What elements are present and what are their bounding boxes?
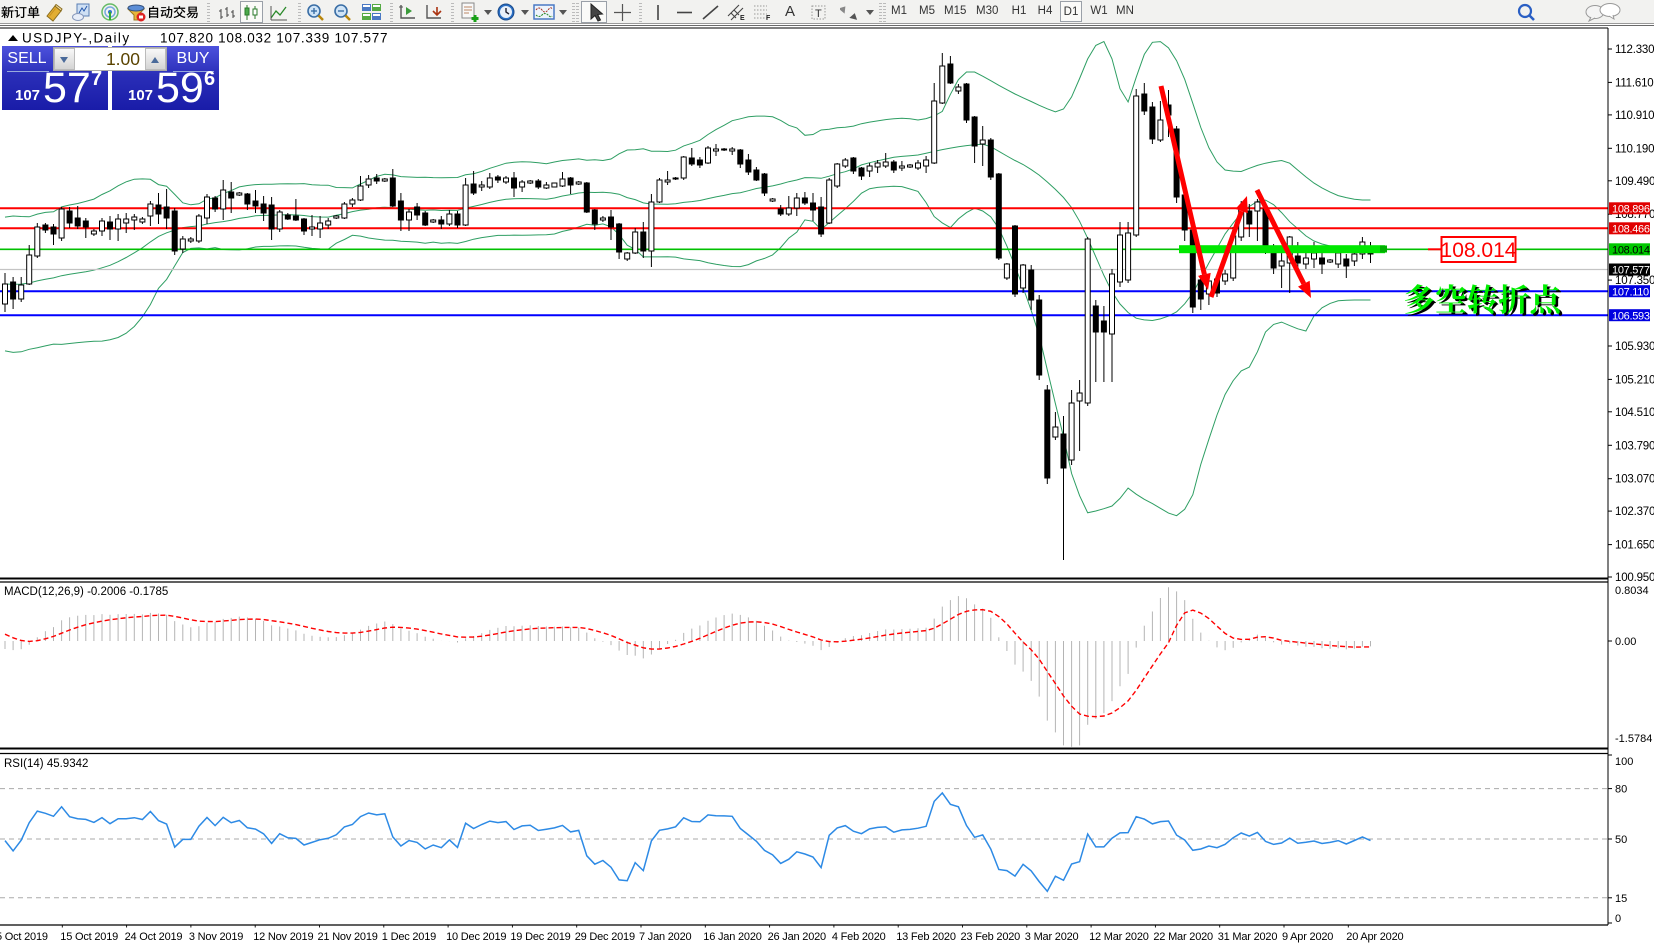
svg-text:12 Nov 2019: 12 Nov 2019 bbox=[253, 931, 313, 943]
svg-text:T: T bbox=[815, 8, 822, 20]
svg-text:26 Jan 2020: 26 Jan 2020 bbox=[768, 931, 826, 943]
svg-text:7 Jan 2020: 7 Jan 2020 bbox=[639, 931, 692, 943]
svg-text:E: E bbox=[740, 15, 745, 21]
svg-text:0: 0 bbox=[1615, 913, 1621, 925]
svg-text:110.910: 110.910 bbox=[1615, 110, 1654, 122]
svg-text:108.014: 108.014 bbox=[1612, 245, 1650, 257]
svg-text:23 Feb 2020: 23 Feb 2020 bbox=[961, 931, 1021, 943]
svg-text:106.593: 106.593 bbox=[1612, 310, 1650, 322]
svg-text:108.896: 108.896 bbox=[1612, 204, 1650, 216]
svg-text:108.014: 108.014 bbox=[1441, 239, 1517, 262]
svg-text:105.930: 105.930 bbox=[1615, 341, 1654, 353]
svg-text:12 Mar 2020: 12 Mar 2020 bbox=[1089, 931, 1149, 943]
svg-text:107.350: 107.350 bbox=[1615, 275, 1654, 287]
svg-text:3 Nov 2019: 3 Nov 2019 bbox=[189, 931, 243, 943]
svg-text:29 Dec 2019: 29 Dec 2019 bbox=[575, 931, 635, 943]
svg-text:MACD(12,26,9) -0.2006 -0.1785: MACD(12,26,9) -0.2006 -0.1785 bbox=[4, 586, 168, 598]
svg-text:0.8034: 0.8034 bbox=[1615, 585, 1649, 597]
svg-text:15 Oct 2019: 15 Oct 2019 bbox=[60, 931, 118, 943]
svg-text:107.820 108.032 107.339 107.57: 107.820 108.032 107.339 107.577 bbox=[160, 31, 388, 46]
svg-text:24 Oct 2019: 24 Oct 2019 bbox=[125, 931, 183, 943]
svg-text:112.330: 112.330 bbox=[1615, 44, 1654, 56]
svg-text:101.650: 101.650 bbox=[1615, 540, 1654, 552]
svg-text:107.577: 107.577 bbox=[1612, 265, 1650, 277]
svg-text:19 Dec 2019: 19 Dec 2019 bbox=[510, 931, 570, 943]
svg-text:F: F bbox=[766, 15, 771, 21]
svg-text:100.950: 100.950 bbox=[1615, 572, 1654, 584]
svg-text:100: 100 bbox=[1615, 756, 1633, 768]
svg-text:0.00: 0.00 bbox=[1615, 636, 1636, 648]
svg-text:10 Dec 2019: 10 Dec 2019 bbox=[446, 931, 506, 943]
svg-text:103.790: 103.790 bbox=[1615, 440, 1654, 452]
svg-text:22 Mar 2020: 22 Mar 2020 bbox=[1153, 931, 1213, 943]
svg-text:110.190: 110.190 bbox=[1615, 143, 1654, 155]
svg-text:13 Feb 2020: 13 Feb 2020 bbox=[896, 931, 956, 943]
svg-text:104.510: 104.510 bbox=[1615, 407, 1654, 419]
svg-text:31 Mar 2020: 31 Mar 2020 bbox=[1218, 931, 1278, 943]
svg-text:105.210: 105.210 bbox=[1615, 374, 1654, 386]
svg-text:50: 50 bbox=[1615, 834, 1627, 846]
svg-text:20 Apr 2020: 20 Apr 2020 bbox=[1346, 931, 1403, 943]
svg-text:-1.5784: -1.5784 bbox=[1615, 733, 1652, 745]
svg-text:9 Apr 2020: 9 Apr 2020 bbox=[1282, 931, 1333, 943]
svg-text:109.490: 109.490 bbox=[1615, 176, 1654, 188]
svg-text:21 Nov 2019: 21 Nov 2019 bbox=[318, 931, 378, 943]
svg-text:102.370: 102.370 bbox=[1615, 506, 1654, 518]
svg-text:107.110: 107.110 bbox=[1612, 286, 1649, 298]
svg-text:1 Dec 2019: 1 Dec 2019 bbox=[382, 931, 436, 943]
svg-text:5 Oct 2019: 5 Oct 2019 bbox=[0, 931, 48, 943]
svg-text:80: 80 bbox=[1615, 784, 1627, 796]
svg-text:3 Mar 2020: 3 Mar 2020 bbox=[1025, 931, 1079, 943]
svg-text:16 Jan 2020: 16 Jan 2020 bbox=[703, 931, 761, 943]
svg-text:108.466: 108.466 bbox=[1612, 224, 1650, 236]
svg-text:111.610: 111.610 bbox=[1615, 77, 1653, 89]
svg-text:4 Feb 2020: 4 Feb 2020 bbox=[832, 931, 886, 943]
svg-text:RSI(14) 45.9342: RSI(14) 45.9342 bbox=[4, 758, 88, 770]
svg-text:15: 15 bbox=[1615, 893, 1627, 905]
svg-text:103.070: 103.070 bbox=[1615, 474, 1654, 486]
svg-text:USDJPY-,Daily: USDJPY-,Daily bbox=[22, 31, 130, 46]
